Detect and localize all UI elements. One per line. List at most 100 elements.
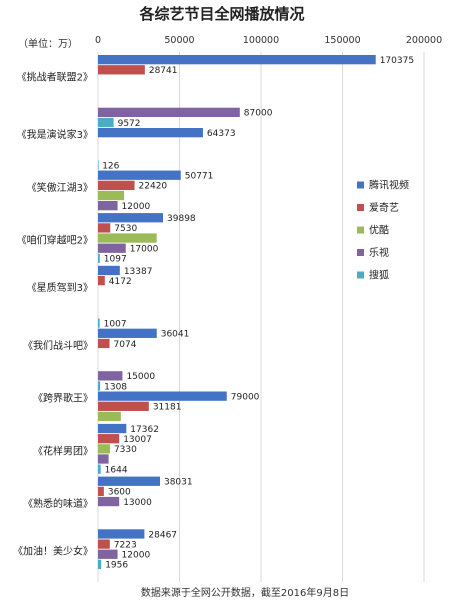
category-label: 《跨界歌王》 [33,392,93,405]
data-label: 17000 [130,245,159,255]
bar [98,411,121,422]
category-label: 《笑傲江湖3》 [27,181,93,194]
bar [98,539,110,549]
legend-label: 搜狐 [369,269,389,282]
bar [98,243,126,253]
data-label: 7074 [114,340,137,350]
bar [98,401,149,411]
x-tick-label: 200000 [406,35,442,46]
bar [98,371,123,381]
bar [98,65,145,75]
data-label: 28467 [148,530,177,540]
bar [98,275,105,286]
category-label: 《花样男团》 [33,444,93,457]
category-label: 《挑战者联盟2》 [17,70,93,83]
data-label: 12000 [122,202,151,212]
data-label: 1956 [105,561,128,571]
bar [98,180,135,190]
x-tick-label: 0 [95,35,101,46]
data-label: 39898 [167,214,196,224]
bar [98,223,111,233]
chart-title: 各综艺节目全网播放情况 [138,5,304,23]
bar [98,464,101,474]
legend-swatch [357,204,364,211]
unit-label: （单位：万） [18,37,78,50]
bar [98,265,120,276]
data-label: 7530 [114,224,137,234]
bar [98,559,102,570]
bar [98,170,181,180]
bar [98,381,101,391]
category-labels: 《挑战者联盟2》《我是演说家3》《笑傲江湖3》《咱们穿越吧2》《星质驾到3》《我… [13,70,93,557]
bar [98,233,157,243]
bar [98,201,118,211]
bar [98,434,120,444]
data-label: 79000 [231,392,260,402]
data-label: 13007 [123,435,152,445]
x-tick-label: 50000 [164,35,194,46]
bar [98,391,227,401]
footnote: 数据来源于全网公开数据，截至2016年9月8日 [141,586,349,599]
bar [98,318,100,328]
bar [98,128,203,138]
data-label: 22420 [139,182,168,192]
data-label: 13387 [124,267,153,277]
bar [98,529,145,539]
bar [98,117,114,128]
legend-swatch [357,226,364,234]
data-labels: 170375 28741 87000 9572 64373 126 50771 22420 12… [102,56,414,571]
legend-swatch [357,181,364,189]
bar [98,253,100,263]
data-label: 17362 [130,425,159,435]
x-tick-label: 100000 [243,35,279,46]
legend-label: 优酷 [369,224,389,237]
legend-label: 腾讯视频 [369,179,409,192]
bar [98,423,127,434]
data-label: 3600 [108,488,131,498]
data-label: 12000 [122,551,151,561]
data-label: 28741 [149,66,178,76]
bar [98,486,104,497]
bar [98,213,164,223]
bar [98,160,99,170]
legend-swatch [357,249,364,256]
data-label: 31181 [153,403,182,413]
x-tick-label: 150000 [324,35,360,46]
data-label: 7223 [114,540,137,550]
data-label: 15000 [126,372,155,382]
legend-label: 乐视 [369,246,389,259]
bar [98,454,109,464]
data-label: 1308 [104,382,127,392]
data-label: 36041 [161,330,190,340]
bars [98,55,376,570]
data-label: 64373 [207,129,236,139]
bar [98,338,110,349]
data-label: 87000 [244,109,273,119]
bar [98,549,118,559]
bar [98,190,125,201]
data-label: 1097 [104,255,127,265]
bar [98,55,376,65]
data-label: 38031 [164,478,193,488]
data-label: 126 [102,161,119,171]
x-axis-ticks: 0 50000 100000 150000 200000 [95,35,442,46]
data-label: 50771 [185,172,214,182]
legend-label: 爱奇艺 [369,201,399,214]
category-label: 《我是演说家3》 [17,128,93,141]
bar [98,476,160,486]
data-label: 1007 [104,319,127,329]
data-label: 170375 [380,56,414,66]
data-label: 4172 [109,277,132,287]
data-label: 1644 [105,465,128,475]
category-label: 《熟悉的味道》 [23,497,93,510]
category-label: 《我们战斗吧》 [23,339,93,352]
legend-swatch [357,271,364,279]
bar [98,107,240,117]
bar [98,444,110,454]
category-label: 《加油！美少女》 [13,545,93,558]
data-label: 9572 [118,119,141,129]
bar [98,328,157,338]
